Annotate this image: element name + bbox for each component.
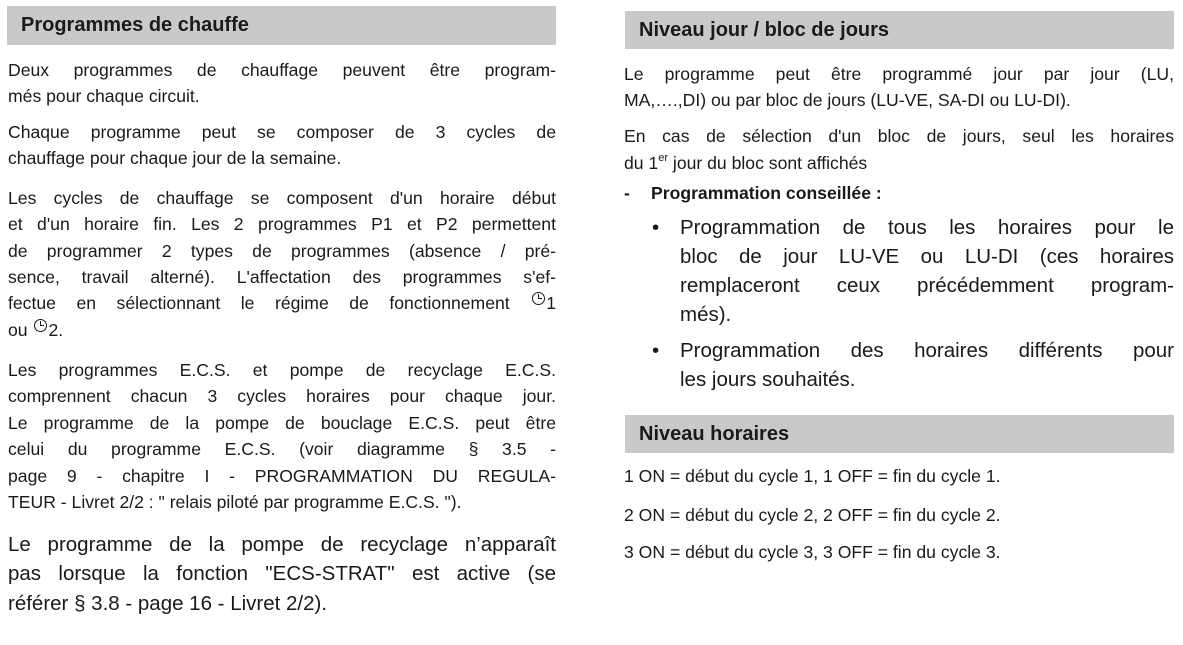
text-line: fectue en sélectionnant le régime de fon…: [8, 292, 556, 314]
text: du 1: [624, 153, 659, 173]
text-line: pas lorsque la fonction "ECS-STRAT" est …: [8, 562, 556, 585]
text-line: les jours souhaités.: [680, 368, 856, 391]
text-line: - Programmation conseillée :: [624, 182, 1174, 204]
clock-icon: [532, 292, 546, 305]
bullet-mark: •: [652, 216, 660, 239]
dash: -: [624, 183, 630, 203]
right-column: Le programme peut être programmé jour pa…: [624, 0, 1174, 645]
text: 2.: [48, 320, 64, 340]
text-line: Les programmes E.C.S. et pompe de recycl…: [8, 360, 556, 380]
text-line: du 1er jour du bloc sont affichés: [624, 152, 1174, 174]
text-line: ou 2.: [8, 319, 556, 341]
clock-icon: [34, 319, 48, 332]
text-line: MA,….,DI) ou par bloc de jours (LU-VE, S…: [624, 90, 1071, 110]
text: 1: [546, 293, 556, 313]
text-line: remplaceront ceux précédemment program-: [680, 274, 1174, 297]
text-line: Chaque programme peut se composer de 3 c…: [8, 122, 556, 142]
text-line: comprennent chacun 3 cycles horaires pou…: [8, 386, 556, 406]
text-line: TEUR - Livret 2/2 : " relais piloté par …: [8, 492, 462, 512]
text-line: En cas de sélection d'un bloc de jours, …: [624, 126, 1174, 146]
text-line: Programmation de tous les horaires pour …: [680, 216, 1174, 239]
superscript: er: [658, 152, 669, 164]
text: ou: [8, 320, 33, 340]
heading-programmes-de-chauffe: Programmes de chauffe: [7, 6, 556, 45]
heading-niveau-horaires: Niveau horaires: [625, 415, 1174, 453]
text-line: Deux programmes de chauffage peuvent êtr…: [8, 60, 556, 80]
text-line: chauffage pour chaque jour de la semaine…: [8, 148, 342, 168]
text-line: et d'un horaire fin. Les 2 programmes P1…: [8, 214, 556, 234]
advice-heading: Programmation conseillée :: [651, 183, 882, 203]
text-line: més).: [680, 303, 732, 326]
bullet-mark: •: [652, 339, 660, 362]
text-line: sence, travail alterné). L'affectation d…: [8, 267, 556, 287]
text-line: Le programme de la pompe de bouclage E.C…: [8, 413, 556, 433]
text-line: Le programme peut être programmé jour pa…: [624, 64, 1174, 84]
text-line: Les cycles de chauffage se composent d'u…: [8, 188, 556, 208]
text-line: Programmation des horaires différents po…: [680, 339, 1174, 362]
left-column: Deux programmes de chauffage peuvent êtr…: [8, 0, 556, 645]
text-line: 3 ON = début du cycle 3, 3 OFF = fin du …: [624, 542, 1001, 562]
text-line: Le programme de la pompe de recyclage n’…: [8, 533, 556, 556]
text: jour du bloc sont affichés: [668, 153, 868, 173]
text-line: celui du programme E.C.S. (voir diagramm…: [8, 439, 556, 459]
text-line: référer § 3.8 - page 16 - Livret 2/2).: [8, 592, 328, 615]
text-line: page 9 - chapitre I - PROGRAMMATION DU R…: [8, 466, 556, 486]
text: fectue en sélectionnant le régime de fon…: [8, 293, 531, 313]
text-line: més pour chaque circuit.: [8, 86, 200, 106]
heading-niveau-jour: Niveau jour / bloc de jours: [625, 11, 1174, 49]
text-line: bloc de jour LU-VE ou LU-DI (ces horaire…: [680, 245, 1174, 268]
text-line: 1 ON = début du cycle 1, 1 OFF = fin du …: [624, 466, 1001, 486]
text-line: de programmer 2 types de programmes (abs…: [8, 241, 556, 261]
text-line: 2 ON = début du cycle 2, 2 OFF = fin du …: [624, 505, 1001, 525]
